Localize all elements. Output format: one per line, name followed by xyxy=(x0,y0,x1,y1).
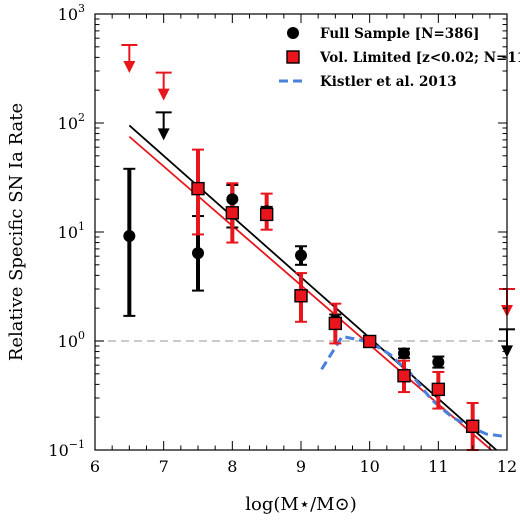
y-axis-title: Relative Specific SN Ia Rate xyxy=(6,103,27,361)
x-tick-label: 7 xyxy=(159,457,169,476)
x-tick-label: 6 xyxy=(90,457,100,476)
fit-lines xyxy=(128,124,498,450)
y-tick-label: 103 xyxy=(58,2,85,24)
full-point-2 xyxy=(226,193,239,206)
x-tick-label: 9 xyxy=(296,457,306,476)
y-tick-mantissa: 10 xyxy=(58,223,78,242)
y-tick-label: 10−1 xyxy=(48,438,85,460)
x-tick-label: 11 xyxy=(428,457,448,476)
y-tick-label: 101 xyxy=(58,220,85,242)
legend-label: Full Sample [N=386] xyxy=(320,26,479,42)
vol-upper-limit-1 xyxy=(155,71,172,101)
x-axis-title: log(M⋆/M⊙) xyxy=(245,494,356,515)
y-tick-label: 102 xyxy=(58,111,85,133)
x-tick-label: 8 xyxy=(227,457,237,476)
full-point-7 xyxy=(398,347,410,360)
y-tick-exponent: 1 xyxy=(78,220,85,233)
full-upper-limit-0-arrow xyxy=(157,128,170,141)
y-tick-mantissa: 10 xyxy=(58,114,78,133)
y-tick-exponent: 3 xyxy=(78,2,85,15)
vol-point-6 xyxy=(397,369,411,383)
vol-upper-limit-1-arrow xyxy=(157,88,170,101)
vol-point-5 xyxy=(362,334,377,349)
vol-point-1 xyxy=(225,206,240,220)
y-tick-exponent: 0 xyxy=(78,329,85,342)
fit-line-full-sample xyxy=(128,124,498,450)
vol-point-2 xyxy=(259,207,274,222)
legend-marker-full-sample xyxy=(287,27,299,39)
kistler-model-curve xyxy=(320,334,507,440)
legend-label: Kistler et al. 2013 xyxy=(320,74,457,90)
y-tick-mantissa: 10 xyxy=(58,5,78,24)
x-tick-label: 12 xyxy=(497,457,517,476)
vol-point-0 xyxy=(191,181,205,196)
vol-point-7 xyxy=(431,382,446,397)
vol-point-4 xyxy=(328,316,343,331)
legend-label: Vol. Limited [z<0.02; N=113] xyxy=(319,50,520,66)
vol-point-8 xyxy=(465,419,480,433)
full-errorbar-0 xyxy=(123,167,136,317)
vol-point-3 xyxy=(294,289,308,303)
y-tick-exponent: −1 xyxy=(69,438,85,451)
full-point-0 xyxy=(123,229,136,242)
y-tick-mantissa: 10 xyxy=(48,441,68,460)
full-point-4 xyxy=(295,249,307,262)
y-tick-label: 100 xyxy=(58,329,85,351)
model-curve-layer xyxy=(320,334,507,440)
y-tick-mantissa: 10 xyxy=(58,332,78,351)
vol-upper-limit-0 xyxy=(121,43,138,73)
full-point-8 xyxy=(432,356,445,369)
vol-upper-limit-0-arrow xyxy=(123,60,136,73)
x-tick-label: 10 xyxy=(359,457,379,476)
full-upper-limit-0 xyxy=(155,111,172,141)
legend: Full Sample [N=386] Vol. Limited [z<0.02;… xyxy=(279,26,520,90)
y-tick-exponent: 2 xyxy=(78,111,85,124)
legend-marker-vol-limited xyxy=(286,50,300,64)
data-marks xyxy=(121,43,515,451)
full-point-1 xyxy=(192,247,204,260)
